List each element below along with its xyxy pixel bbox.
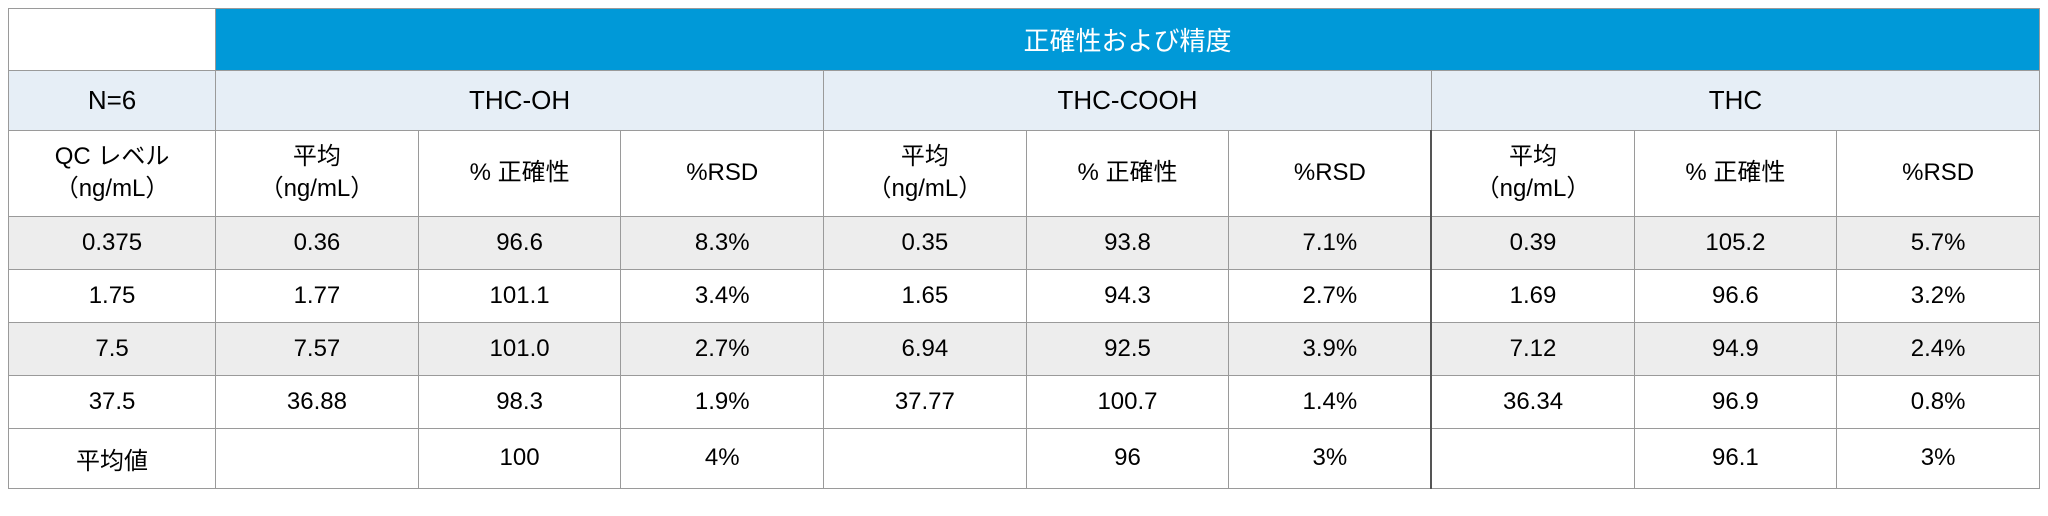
data-cell: 1.77: [216, 269, 419, 322]
mean-header-1: 平均（ng/mL）: [216, 131, 419, 217]
acc-header-1: % 正確性: [418, 131, 621, 217]
data-cell: 96: [1026, 428, 1229, 488]
data-cell: 92.5: [1026, 322, 1229, 375]
data-cell: 7.1%: [1229, 216, 1432, 269]
mean-header-2: 平均（ng/mL）: [824, 131, 1027, 217]
data-cell: 100.7: [1026, 375, 1229, 428]
data-cell: 96.1: [1634, 428, 1837, 488]
qc-level-cell: 37.5: [9, 375, 216, 428]
group-header-3: THC: [1431, 71, 2039, 131]
accuracy-precision-table: 正確性および精度 N=6 THC-OH THC-COOH THC QC レベル（…: [8, 8, 2040, 489]
data-cell: 36.34: [1431, 375, 1634, 428]
rsd-header-1: %RSD: [621, 131, 824, 217]
qc-level-cell: 1.75: [9, 269, 216, 322]
data-cell: 2.4%: [1837, 322, 2040, 375]
n-label: N=6: [9, 71, 216, 131]
qc-level-header: QC レベル（ng/mL）: [9, 131, 216, 217]
data-cell: 3.9%: [1229, 322, 1432, 375]
title-blank-cell: [9, 9, 216, 71]
data-cell: 36.88: [216, 375, 419, 428]
table-row: 平均値1004%963%96.13%: [9, 428, 2040, 488]
qc-level-cell: 7.5: [9, 322, 216, 375]
subheader-row: QC レベル（ng/mL） 平均（ng/mL） % 正確性 %RSD 平均（ng…: [9, 131, 2040, 217]
data-cell: 5.7%: [1837, 216, 2040, 269]
data-cell: 1.4%: [1229, 375, 1432, 428]
data-cell: 1.69: [1431, 269, 1634, 322]
data-cell: 0.36: [216, 216, 419, 269]
qc-level-cell: 平均値: [9, 428, 216, 488]
data-cell: 100: [418, 428, 621, 488]
data-cell: 94.9: [1634, 322, 1837, 375]
data-cell: 2.7%: [1229, 269, 1432, 322]
table-row: 1.751.77101.13.4%1.6594.32.7%1.6996.63.2…: [9, 269, 2040, 322]
data-cell: 3%: [1229, 428, 1432, 488]
data-cell: 3.4%: [621, 269, 824, 322]
data-cell: 7.57: [216, 322, 419, 375]
data-cell: 0.35: [824, 216, 1027, 269]
qc-level-cell: 0.375: [9, 216, 216, 269]
data-cell: 2.7%: [621, 322, 824, 375]
data-cell: 3.2%: [1837, 269, 2040, 322]
data-cell: 37.77: [824, 375, 1027, 428]
data-cell: 1.9%: [621, 375, 824, 428]
rsd-header-2: %RSD: [1229, 131, 1432, 217]
data-cell: 96.9: [1634, 375, 1837, 428]
data-cell: 0.8%: [1837, 375, 2040, 428]
data-cell: 96.6: [1634, 269, 1837, 322]
data-cell: [216, 428, 419, 488]
table-row: 7.57.57101.02.7%6.9492.53.9%7.1294.92.4%: [9, 322, 2040, 375]
table-row: 0.3750.3696.68.3%0.3593.87.1%0.39105.25.…: [9, 216, 2040, 269]
data-cell: 94.3: [1026, 269, 1229, 322]
data-cell: 105.2: [1634, 216, 1837, 269]
group-row: N=6 THC-OH THC-COOH THC: [9, 71, 2040, 131]
data-cell: 1.65: [824, 269, 1027, 322]
data-cell: [1431, 428, 1634, 488]
table-body: 0.3750.3696.68.3%0.3593.87.1%0.39105.25.…: [9, 216, 2040, 488]
data-cell: 3%: [1837, 428, 2040, 488]
data-cell: 98.3: [418, 375, 621, 428]
data-cell: 7.12: [1431, 322, 1634, 375]
data-cell: 96.6: [418, 216, 621, 269]
title-row: 正確性および精度: [9, 9, 2040, 71]
data-cell: 101.1: [418, 269, 621, 322]
group-header-1: THC-OH: [216, 71, 824, 131]
mean-header-3: 平均（ng/mL）: [1431, 131, 1634, 217]
data-cell: [824, 428, 1027, 488]
data-cell: 93.8: [1026, 216, 1229, 269]
data-cell: 4%: [621, 428, 824, 488]
table-header: 正確性および精度 N=6 THC-OH THC-COOH THC QC レベル（…: [9, 9, 2040, 217]
acc-header-3: % 正確性: [1634, 131, 1837, 217]
data-cell: 0.39: [1431, 216, 1634, 269]
table-row: 37.536.8898.31.9%37.77100.71.4%36.3496.9…: [9, 375, 2040, 428]
table-title: 正確性および精度: [216, 9, 2040, 71]
acc-header-2: % 正確性: [1026, 131, 1229, 217]
group-header-2: THC-COOH: [824, 71, 1432, 131]
rsd-header-3: %RSD: [1837, 131, 2040, 217]
data-cell: 6.94: [824, 322, 1027, 375]
data-cell: 101.0: [418, 322, 621, 375]
data-cell: 8.3%: [621, 216, 824, 269]
